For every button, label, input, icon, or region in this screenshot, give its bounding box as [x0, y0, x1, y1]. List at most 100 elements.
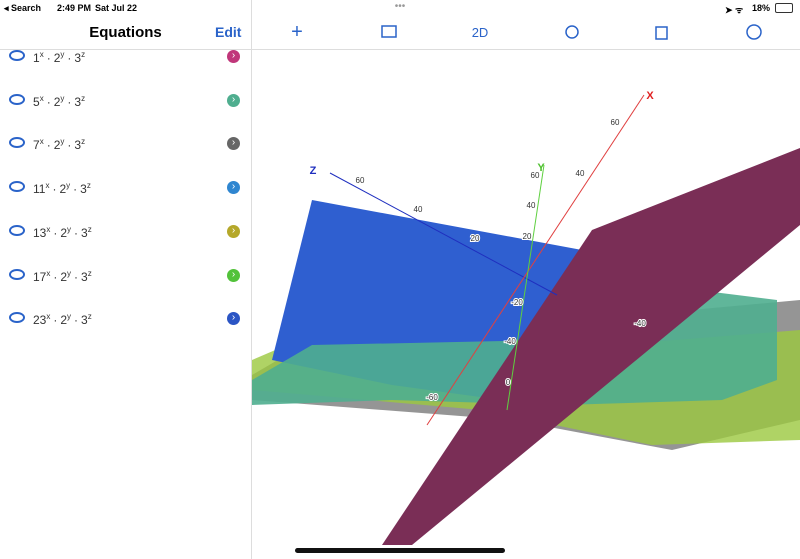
separator: · — [52, 182, 57, 197]
exponent: z — [81, 50, 86, 59]
book-button[interactable] — [381, 25, 397, 38]
exponent: x — [45, 181, 50, 191]
sidebar: Equations Edit 1x · 2y · 3z › 5x · 2y · 3z › 7x · 2y · 3… — [0, 0, 252, 559]
visibility-icon[interactable] — [9, 181, 25, 193]
exponent: y — [60, 137, 65, 147]
tick-label: -60 — [426, 393, 438, 402]
visibility-icon[interactable] — [9, 312, 25, 324]
tick-label: 40 — [527, 201, 536, 210]
share-button[interactable] — [655, 26, 668, 40]
separator: · — [67, 51, 72, 65]
exponent: x — [39, 137, 44, 147]
exponent: x — [39, 50, 44, 59]
base: 3 — [81, 269, 88, 284]
separator: · — [73, 182, 78, 197]
equation: 17x · 2y · 3z — [33, 269, 92, 284]
tick-label: 40 — [576, 169, 585, 178]
detail-arrow[interactable]: › — [227, 93, 240, 107]
base: 3 — [74, 51, 82, 65]
exponent: z — [87, 224, 92, 234]
separator: · — [74, 313, 79, 328]
base: 2 — [53, 51, 61, 65]
base: 3 — [81, 313, 88, 328]
tick-label: -40 — [504, 337, 516, 346]
back-text[interactable]: Search — [11, 3, 42, 13]
separator: · — [46, 94, 51, 109]
equation: 23x · 2y · 3z — [33, 312, 92, 327]
separator: · — [53, 313, 58, 328]
divider — [0, 49, 251, 50]
equation: 7x · 2y · 3z — [33, 137, 85, 152]
separator: · — [53, 225, 58, 240]
base: 2 — [53, 138, 61, 153]
base: 2 — [53, 94, 61, 109]
back-link[interactable]: ◂ Search — [4, 3, 42, 13]
mode-button[interactable]: 2D — [472, 25, 489, 40]
detail-arrow[interactable]: › — [227, 50, 240, 63]
tick-label: 40 — [414, 205, 423, 214]
axis-name: X — [646, 90, 654, 102]
equation: 11x · 2y · 3z — [33, 181, 91, 196]
z-axis — [329, 172, 558, 296]
tick-label: 60 — [611, 118, 620, 127]
base: 17 — [33, 269, 47, 284]
exponent: x — [46, 224, 51, 234]
multitask-dots: ••• — [395, 1, 406, 12]
exponent: y — [67, 312, 72, 322]
date: Sat Jul 22 — [95, 3, 138, 13]
visibility-icon[interactable] — [9, 268, 25, 280]
base: 2 — [60, 225, 68, 240]
add-button[interactable]: + — [291, 21, 303, 43]
tick-label: -40 — [634, 319, 646, 328]
separator: · — [67, 138, 72, 153]
equation: 1x · 2y · 3z — [33, 50, 85, 65]
base: 23 — [33, 313, 47, 328]
base: 3 — [81, 225, 88, 240]
exponent: y — [60, 93, 65, 103]
base: 11 — [33, 182, 46, 197]
visibility-icon[interactable] — [9, 50, 25, 61]
plot-area: + 2D ••• X Y Z 60 40 -40 60 40 20 -20 -40 0 -60 60 40 2… — [252, 1, 800, 553]
purple-surface — [382, 148, 800, 545]
visibility-icon[interactable] — [9, 224, 25, 236]
separator: · — [74, 269, 79, 284]
base: 13 — [33, 225, 47, 240]
axis-name: Y — [537, 162, 545, 174]
tick-label: 0 — [506, 378, 511, 387]
exponent: x — [46, 312, 51, 322]
exponent: z — [81, 93, 86, 103]
equation: 13x · 2y · 3z — [33, 225, 92, 240]
exponent: z — [87, 312, 92, 322]
exponent: y — [67, 224, 72, 234]
exponent: z — [81, 137, 86, 147]
base: 7 — [33, 138, 40, 153]
edit-button[interactable]: Edit — [215, 24, 242, 40]
battery-icon — [775, 3, 793, 13]
separator: · — [74, 225, 79, 240]
tick-label: 60 — [356, 176, 365, 185]
detail-arrow[interactable]: › — [227, 268, 240, 282]
visibility-icon[interactable] — [9, 137, 25, 149]
exponent: x — [46, 268, 51, 278]
base: 2 — [60, 269, 68, 284]
base: 2 — [59, 182, 67, 197]
x-axis — [426, 94, 645, 426]
detail-arrow[interactable]: › — [227, 137, 240, 151]
detail-arrow[interactable]: › — [227, 312, 240, 326]
separator: · — [46, 51, 51, 65]
exponent: y — [60, 50, 65, 59]
status-bar: ◂ Search 2:49 PM Sat Jul 22 ➤ ᯤ 18% — [0, 0, 800, 16]
base: 2 — [60, 313, 68, 328]
visibility-icon[interactable] — [9, 93, 25, 105]
home-indicator — [295, 548, 505, 553]
settings-button[interactable] — [746, 24, 762, 40]
detail-arrow[interactable]: › — [227, 224, 240, 238]
detail-arrow[interactable]: › — [227, 181, 240, 195]
equation: 5x · 2y · 3z — [33, 94, 85, 109]
base: 3 — [74, 94, 82, 109]
tick-label: 60 — [531, 171, 540, 180]
sidebar-title: Equations — [89, 24, 162, 41]
status-icons: ➤ ᯤ — [725, 5, 744, 15]
reset-button[interactable] — [565, 25, 579, 39]
base: 3 — [74, 138, 82, 153]
